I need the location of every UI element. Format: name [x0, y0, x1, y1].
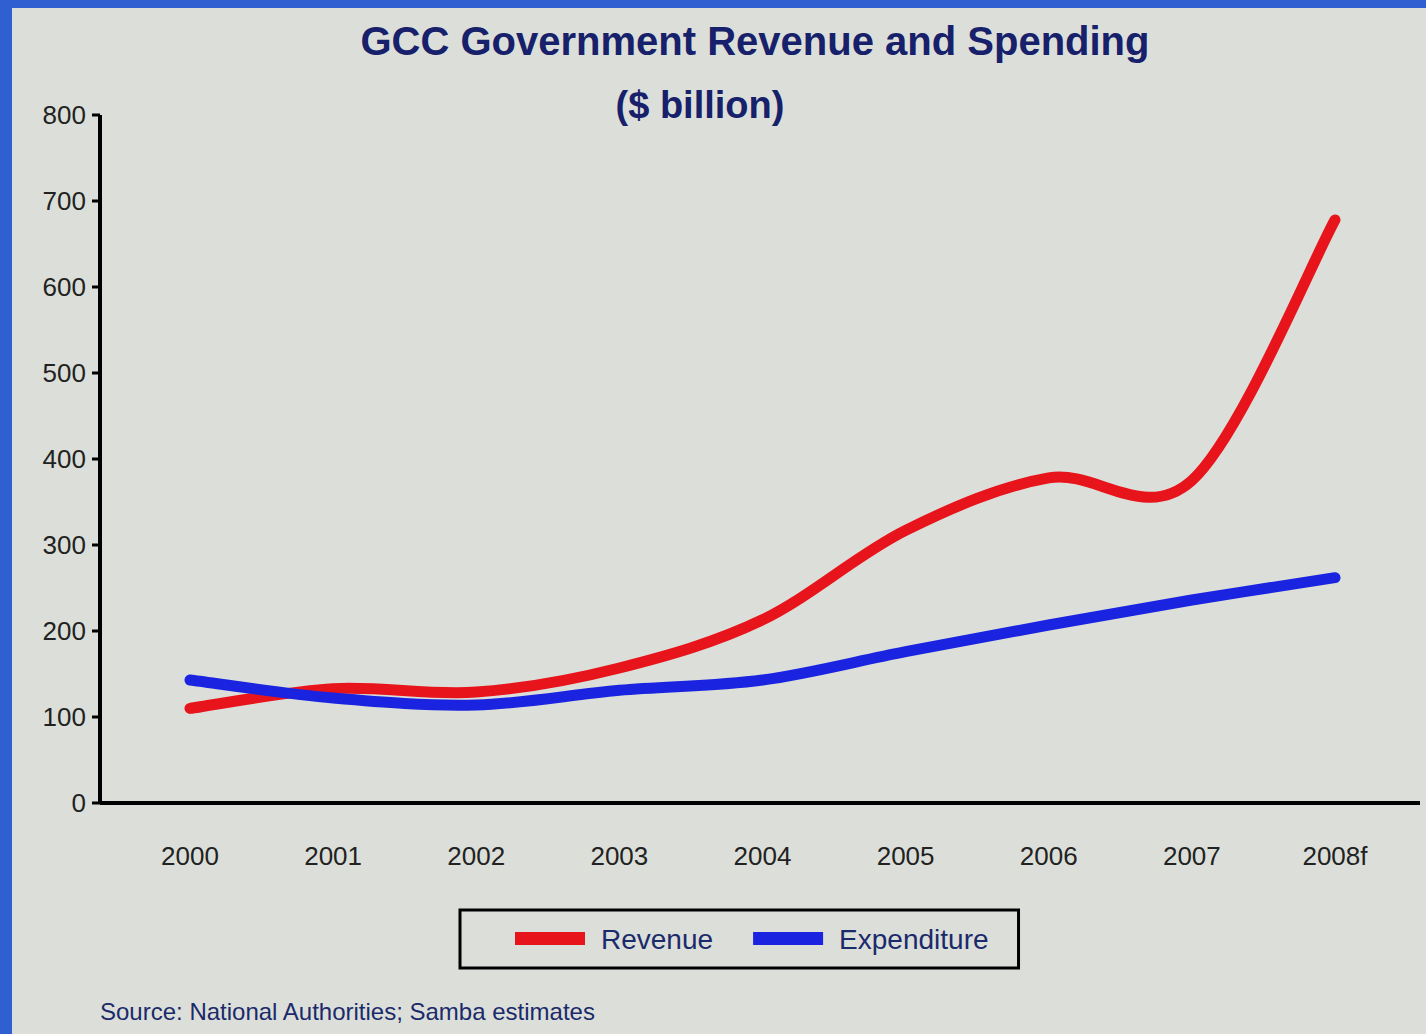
legend-label: Revenue [601, 924, 713, 955]
legend-swatch [515, 932, 585, 945]
plot-area [190, 220, 1335, 708]
x-tick-label: 2004 [734, 841, 792, 871]
y-tick-label: 0 [72, 788, 86, 818]
y-tick-label: 500 [43, 358, 86, 388]
y-axis [98, 115, 102, 803]
series-line [190, 578, 1335, 706]
y-tick-label: 100 [43, 702, 86, 732]
x-tick-label: 2008f [1302, 841, 1368, 871]
legend-swatch [753, 932, 823, 945]
y-tick-label: 300 [43, 530, 86, 560]
x-tick-label: 2003 [590, 841, 648, 871]
title: GCC Government Revenue and Spending [360, 19, 1149, 63]
x-tick-label: 2005 [877, 841, 935, 871]
y-tick-label: 600 [43, 272, 86, 302]
x-axis [100, 801, 1420, 805]
legend-label: Expenditure [839, 924, 988, 955]
background [12, 8, 1426, 1034]
y-tick-label: 700 [43, 186, 86, 216]
x-tick-label: 2001 [304, 841, 362, 871]
legend: Revenue Expenditure [460, 910, 1019, 968]
x-tick-label: 2000 [161, 841, 219, 871]
subtitle: ($ billion) [616, 84, 785, 126]
y-tick-label: 400 [43, 444, 86, 474]
x-tick-label: 2007 [1163, 841, 1221, 871]
series-line [190, 220, 1335, 708]
x-tick-label: 2006 [1020, 841, 1078, 871]
x-tick-label: 2002 [447, 841, 505, 871]
source-note: Source: National Authorities; Samba esti… [100, 998, 595, 1025]
y-tick-label: 200 [43, 616, 86, 646]
y-tick-label: 800 [43, 100, 86, 130]
legend-box [460, 910, 1019, 968]
